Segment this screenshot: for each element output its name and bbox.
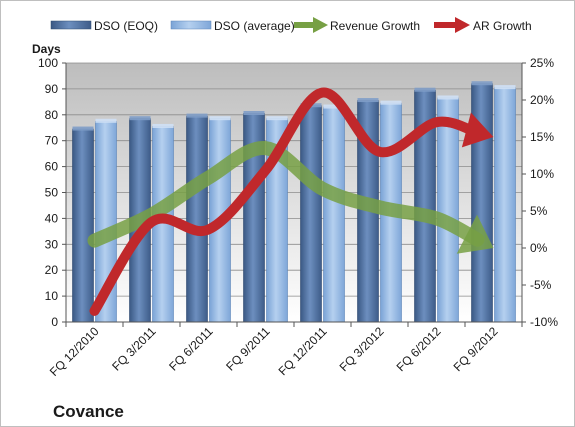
x-tick-label-fq-12-2010: FQ 12/2010 [47, 324, 102, 379]
y-tick-label-10: 10 [45, 289, 59, 303]
y-tick-label-40: 40 [45, 211, 59, 225]
y-axis-title: Days [32, 42, 61, 56]
bar-top-dso-average-fq-9-2012 [494, 85, 516, 90]
y-tick-label-60: 60 [45, 160, 59, 174]
y-tick-label-100: 100 [38, 56, 58, 70]
legend-label-ar-growth: AR Growth [473, 19, 532, 33]
y-tick-label-90: 90 [45, 82, 59, 96]
legend-arrowhead-revenue-growth [313, 17, 328, 33]
bar-top-dso-eoq-fq-12-2010 [72, 126, 94, 131]
bar-dso-eoq-fq-12-2011 [300, 105, 322, 323]
bar-dso-average-fq-9-2012 [494, 87, 516, 323]
x-tick-label-fq-3-2011: FQ 3/2011 [109, 324, 159, 374]
company-name: Covance [53, 402, 124, 421]
legend-swatch-dso-average [170, 20, 212, 30]
y2-tick-label-0: 0% [530, 241, 548, 255]
x-tick-label-fq-9-2011: FQ 9/2011 [223, 324, 273, 374]
bar-dso-eoq-fq-6-2011 [186, 115, 208, 323]
bar-top-dso-eoq-fq-6-2012 [414, 87, 436, 92]
bar-top-dso-eoq-fq-9-2011 [243, 111, 265, 116]
legend-item-revenue-growth: Revenue Growth [294, 17, 420, 33]
y-tick-label-0: 0 [51, 315, 58, 329]
y-axis-left: 0 10 20 30 40 50 60 70 80 90 100 [38, 56, 66, 329]
y2-tick-label-5: -5% [530, 278, 552, 292]
x-tick-label-fq-9-2012: FQ 9/2012 [451, 324, 501, 374]
y-tick-label-20: 20 [45, 263, 59, 277]
y2-tick-label-15: 15% [530, 130, 554, 144]
y-tick-label-70: 70 [45, 134, 59, 148]
arrowhead-ar-growth [461, 112, 494, 148]
bar-top-dso-average-fq-3-2012 [380, 100, 402, 105]
legend-item-ar-growth: AR Growth [434, 17, 532, 33]
bar-top-dso-eoq-fq-3-2012 [357, 98, 379, 103]
bar-top-dso-average-fq-6-2012 [437, 95, 459, 100]
legend-label-dso-average: DSO (average) [214, 19, 295, 33]
y-tick-label-50: 50 [45, 186, 59, 200]
legend-label-revenue-growth: Revenue Growth [330, 19, 420, 33]
y2-tick-label-25: 25% [530, 56, 554, 70]
bar-top-dso-eoq-fq-9-2012 [471, 81, 493, 86]
x-tick-label-fq-3-2012: FQ 3/2012 [337, 324, 387, 374]
legend-swatch-dso-eoq [50, 20, 92, 30]
legend-label-dso-eoq: DSO (EOQ) [94, 19, 158, 33]
bar-top-dso-average-fq-9-2011 [266, 116, 288, 121]
legend-item-dso-average: DSO (average) [170, 19, 295, 33]
y2-tick-label-20: 20% [530, 93, 554, 107]
y-axis-right: -10% -5% 0% 5% 10% 15% 20% 25% [522, 56, 558, 329]
bar-dso-eoq-fq-12-2010 [72, 128, 94, 323]
legend-arrowhead-ar-growth [455, 17, 470, 33]
x-axis: FQ 12/2010 FQ 3/2011 FQ 6/2011 FQ 9/2011 FQ … [47, 322, 523, 379]
y-tick-label-80: 80 [45, 108, 59, 122]
bar-top-dso-average-fq-12-2011 [323, 104, 345, 109]
bar-top-dso-average-fq-6-2011 [209, 116, 231, 121]
arrowhead-revenue-growth [456, 214, 494, 254]
line-ar-growth [89, 87, 483, 316]
bar-dso-average-fq-12-2011 [323, 106, 345, 323]
y2-tick-label-10: -10% [530, 315, 558, 329]
y2-tick-label-5: 5% [530, 204, 548, 218]
legend: DSO (EOQ) DSO (average) Revenue Growth A… [50, 17, 532, 33]
bar-top-dso-eoq-fq-3-2011 [129, 116, 151, 121]
x-tick-label-fq-12-2011: FQ 12/2011 [276, 324, 330, 378]
y2-tick-label-10: 10% [530, 167, 554, 181]
x-tick-label-fq-6-2011: FQ 6/2011 [166, 324, 216, 374]
growth-lines [87, 87, 494, 316]
y-tick-label-30: 30 [45, 237, 59, 251]
bar-top-dso-average-fq-12-2010 [95, 118, 117, 123]
bar-top-dso-eoq-fq-6-2011 [186, 113, 208, 118]
bar-top-dso-average-fq-3-2011 [152, 123, 174, 128]
x-tick-label-fq-6-2012: FQ 6/2012 [394, 324, 444, 374]
legend-item-dso-eoq: DSO (EOQ) [50, 19, 158, 33]
bar-dso-average-fq-6-2012 [437, 97, 459, 323]
line-revenue-growth [87, 141, 485, 248]
